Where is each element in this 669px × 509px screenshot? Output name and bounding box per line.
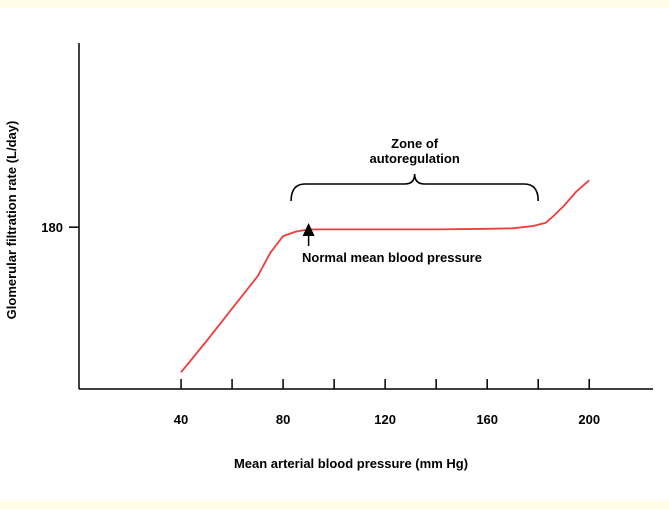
autoregulation-brace	[290, 173, 539, 202]
x-tick-label: 200	[578, 412, 600, 427]
normal-pressure-arrow-icon	[302, 223, 315, 236]
x-tick-label: 40	[174, 412, 188, 427]
x-tick-label: 120	[374, 412, 396, 427]
normal-pressure-label: Normal mean blood pressure	[302, 250, 482, 265]
y-tick-label: 180	[41, 220, 63, 235]
x-axis-label: Mean arterial blood pressure (mm Hg)	[234, 456, 468, 471]
axes: 40 80 120 160 200 180	[41, 43, 653, 427]
x-tick-label: 80	[276, 412, 290, 427]
x-ticks: 40 80 120 160 200	[174, 379, 600, 427]
gfr-curve	[180, 179, 590, 373]
y-ticks: 180	[41, 220, 79, 235]
y-axis-label: Glomerular filtration rate (L/day)	[4, 121, 19, 320]
chart-panel	[0, 8, 669, 501]
zone-label-line2: autoregulation	[370, 151, 460, 166]
x-tick-label: 160	[476, 412, 498, 427]
zone-label-line1: Zone of	[391, 136, 439, 151]
